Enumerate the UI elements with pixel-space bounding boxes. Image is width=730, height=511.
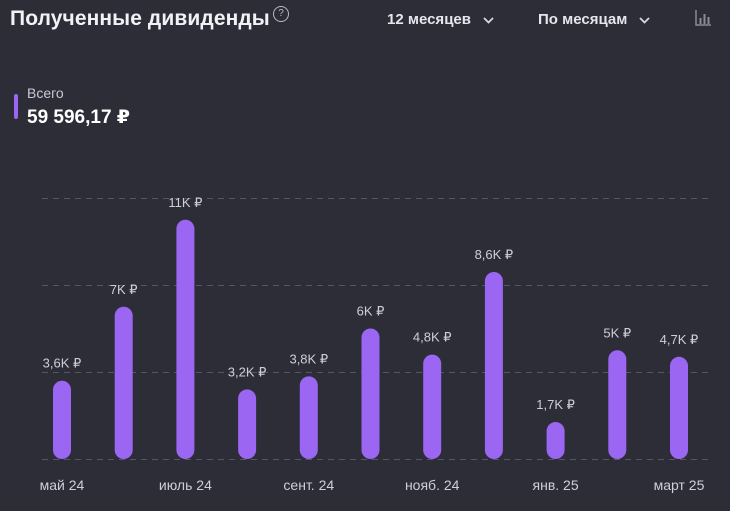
bar-10[interactable] bbox=[608, 350, 627, 459]
x-tick-label: нояб. 24 bbox=[405, 477, 460, 493]
bar-value-label: 4,8K ₽ bbox=[413, 330, 452, 345]
bar-value-label: 1,7K ₽ bbox=[536, 397, 575, 412]
bar-4[interactable] bbox=[238, 389, 257, 459]
x-tick-label: сент. 24 bbox=[283, 477, 334, 493]
bar-7[interactable] bbox=[423, 354, 442, 459]
x-tick-label: июль 24 bbox=[159, 477, 212, 493]
bar-value-label: 3,8K ₽ bbox=[289, 351, 328, 366]
grouping-select[interactable]: По месяцам bbox=[538, 10, 651, 30]
legend-label: Всего bbox=[27, 85, 64, 101]
bar-5[interactable] bbox=[299, 376, 318, 459]
page-title: Полученные дивиденды bbox=[10, 7, 270, 30]
bar-value-label: 7K ₽ bbox=[110, 282, 138, 297]
bar-value-label: 3,2K ₽ bbox=[228, 364, 267, 379]
bar-value-label: 4,7K ₽ bbox=[660, 332, 699, 347]
bar-value-label: 5K ₽ bbox=[603, 325, 631, 340]
bar-1[interactable] bbox=[53, 380, 71, 459]
bar-chart-icon[interactable] bbox=[694, 9, 712, 27]
chart-header: Полученные дивиденды ? 12 месяцев По мес… bbox=[0, 0, 730, 40]
bar-3[interactable] bbox=[176, 219, 195, 459]
question-circle-icon[interactable]: ? bbox=[273, 6, 289, 22]
period-select-label: 12 месяцев bbox=[387, 10, 471, 28]
grouping-select-label: По месяцам bbox=[538, 10, 628, 28]
chevron-down-icon bbox=[639, 11, 651, 28]
bar-value-label: 8,6K ₽ bbox=[475, 247, 514, 262]
bar-6[interactable] bbox=[361, 328, 380, 460]
bar-value-label: 6K ₽ bbox=[357, 304, 385, 319]
x-tick-label: март 25 bbox=[654, 477, 705, 493]
chevron-down-icon bbox=[483, 11, 494, 28]
bar-value-label: 11K ₽ bbox=[168, 195, 202, 210]
x-tick-label: янв. 25 bbox=[533, 477, 579, 493]
bar-11[interactable] bbox=[670, 356, 688, 459]
bar-9[interactable] bbox=[546, 422, 565, 459]
x-tick-label: май 24 bbox=[40, 477, 85, 493]
legend-total: 59 596,17 ₽ bbox=[27, 107, 131, 128]
bar-8[interactable] bbox=[484, 271, 503, 459]
bar-2[interactable] bbox=[114, 306, 133, 459]
bar-value-label: 3,6K ₽ bbox=[43, 356, 82, 371]
period-select[interactable]: 12 месяцев bbox=[387, 10, 494, 30]
legend-swatch bbox=[14, 94, 18, 119]
